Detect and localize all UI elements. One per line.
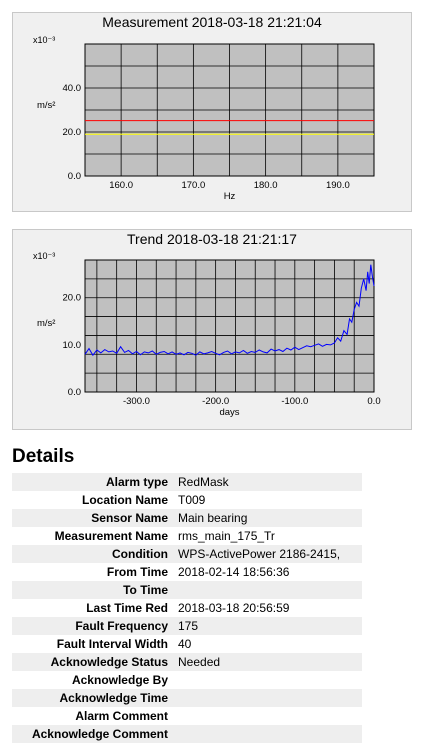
- details-value: [178, 689, 362, 707]
- details-value: [178, 707, 362, 725]
- measurement-x-axis-label: Hz: [224, 191, 236, 202]
- details-row: Acknowledge Time: [12, 689, 362, 707]
- details-value: [178, 725, 362, 743]
- details-value: rms_main_175_Tr: [178, 527, 362, 545]
- details-value: RedMask: [178, 473, 362, 491]
- details-label: Location Name: [12, 491, 178, 509]
- details-table: Alarm type RedMask Location Name T009 Sensor…: [12, 473, 362, 743]
- details-label: Alarm type: [12, 473, 178, 491]
- details-value: 175: [178, 617, 362, 635]
- details-label: Fault Frequency: [12, 617, 178, 635]
- trend-y-tick-label: 20.0: [63, 293, 82, 304]
- details-row: Acknowledge Status Needed: [12, 653, 362, 671]
- details-value: T009: [178, 491, 362, 509]
- measurement-chart-panel: Measurement 2018-03-18 21:21:04 160.0 170…: [12, 12, 412, 212]
- details-value: Needed: [178, 653, 362, 671]
- details-heading: Details: [12, 446, 75, 467]
- trend-plot-area: [84, 259, 375, 393]
- details-label: Fault Interval Width: [12, 635, 178, 653]
- details-label: Measurement Name: [12, 527, 178, 545]
- measurement-y-exponent-label: x10⁻³: [33, 35, 55, 45]
- trend-y-axis-label: m/s²: [37, 318, 55, 329]
- details-value: 40: [178, 635, 362, 653]
- trend-x-tick-label: -300.0: [123, 396, 150, 407]
- details-row: Fault Interval Width 40: [12, 635, 362, 653]
- details-label: Alarm Comment: [12, 707, 178, 725]
- details-label: Last Time Red: [12, 599, 178, 617]
- details-value: 2018-02-14 18:56:36: [178, 563, 362, 581]
- trend-x-tick-label: -100.0: [281, 396, 308, 407]
- details-value: WPS-ActivePower 2186-2415,: [178, 545, 362, 563]
- measurement-x-tick-label: 160.0: [109, 180, 133, 191]
- details-value: [178, 581, 362, 599]
- details-row: Last Time Red 2018-03-18 20:56:59: [12, 599, 362, 617]
- details-label: Acknowledge Comment: [12, 725, 178, 743]
- details-value: 2018-03-18 20:56:59: [178, 599, 362, 617]
- details-row: Acknowledge Comment: [12, 725, 362, 743]
- details-row: Alarm type RedMask: [12, 473, 362, 491]
- details-label: Condition: [12, 545, 178, 563]
- details-label: From Time: [12, 563, 178, 581]
- details-label: Acknowledge By: [12, 671, 178, 689]
- details-value: Main bearing: [178, 509, 362, 527]
- measurement-y-tick-label: 20.0: [63, 127, 82, 138]
- measurement-y-tick-label: 40.0: [63, 83, 82, 94]
- trend-y-tick-label: 10.0: [63, 340, 82, 351]
- details-label: Acknowledge Time: [12, 689, 178, 707]
- details-row: Acknowledge By: [12, 671, 362, 689]
- trend-chart: -300.0 -200.0 -100.0 0.0 0.0 10.0 20.0 days m/s²…: [33, 251, 381, 418]
- measurement-chart-title: Measurement 2018-03-18 21:21:04: [102, 14, 322, 30]
- measurement-x-tick-label: 180.0: [254, 180, 278, 191]
- measurement-x-tick-label: 190.0: [326, 180, 350, 191]
- details-row: From Time 2018-02-14 18:56:36: [12, 563, 362, 581]
- trend-y-tick-label: 0.0: [68, 387, 81, 398]
- details-row: Location Name T009: [12, 491, 362, 509]
- trend-x-axis-label: days: [219, 407, 239, 418]
- details-row: Measurement Name rms_main_175_Tr: [12, 527, 362, 545]
- trend-chart-panel: Trend 2018-03-18 21:21:17 -300.0 -200.0 -1…: [12, 229, 412, 430]
- trend-series-line-0: [84, 264, 375, 357]
- details-label: Acknowledge Status: [12, 653, 178, 671]
- details-row: To Time: [12, 581, 362, 599]
- measurement-y-axis-label: m/s²: [37, 100, 55, 111]
- details-value: [178, 671, 362, 689]
- trend-x-tick-label: 0.0: [367, 396, 380, 407]
- trend-x-tick-label: -200.0: [202, 396, 229, 407]
- trend-y-exponent-label: x10⁻³: [33, 251, 55, 261]
- trend-chart-title: Trend 2018-03-18 21:21:17: [127, 231, 297, 247]
- details-label: Sensor Name: [12, 509, 178, 527]
- details-row: Sensor Name Main bearing: [12, 509, 362, 527]
- details-label: To Time: [12, 581, 178, 599]
- measurement-chart: 160.0 170.0 180.0 190.0 0.0 20.0 40.0 Hz m/s² x10…: [33, 35, 375, 202]
- measurement-x-tick-label: 170.0: [181, 180, 205, 191]
- measurement-y-tick-label: 0.0: [68, 171, 81, 182]
- details-row: Condition WPS-ActivePower 2186-2415,: [12, 545, 362, 563]
- details-row: Alarm Comment: [12, 707, 362, 725]
- details-row: Fault Frequency 175: [12, 617, 362, 635]
